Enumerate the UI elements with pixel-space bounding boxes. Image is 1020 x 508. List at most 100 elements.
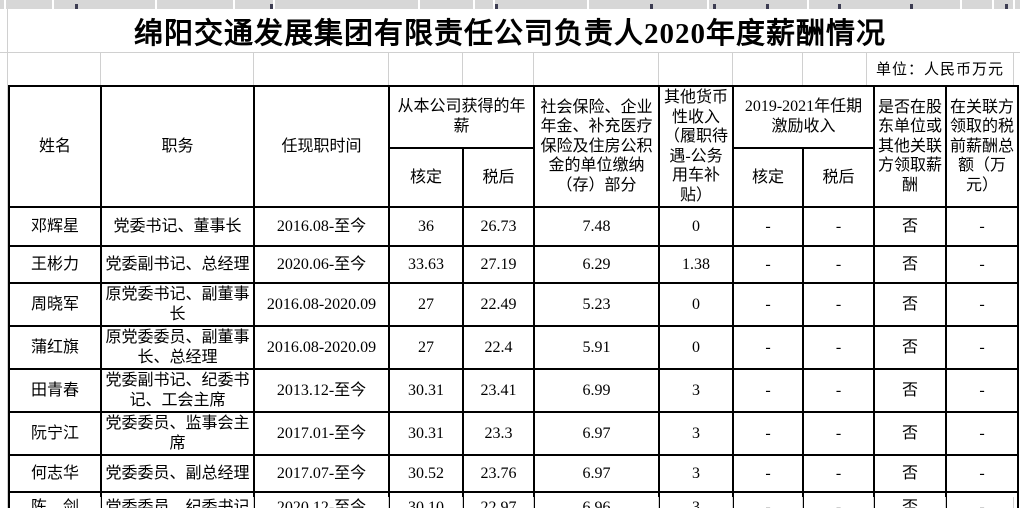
grid-separator [155,0,157,9]
cell-tenure: 2017.01-至今 [253,411,390,457]
cell-incentive-after-tax: - [802,282,876,328]
cell-salary-after-tax: 23.3 [461,411,536,457]
grid-line [802,52,803,85]
header-incentive-group: 2019-2021年任期激励收入 [732,85,876,149]
cell-tenure: 2016.08-2020.09 [253,325,390,371]
cell-salary-approved: 36 [388,206,464,248]
cell-other-income: 1.38 [658,245,735,285]
cell-social-insurance: 5.23 [533,282,661,328]
cell-position: 党委副书记、纪委书记、工会主席 [100,368,255,414]
cell-salary-after-tax: 27.19 [461,245,536,285]
grid-line [100,497,101,508]
cell-incentive-after-tax: - [802,411,876,457]
cell-related-party-amount: - [945,282,1020,328]
cell-related-party-amount: - [945,411,1020,457]
header-salary-after-tax: 税后 [461,146,536,209]
cell-social-insurance: 6.97 [533,411,661,457]
table-row: 陈 剑 党委委员、纪委书记 2020.12-至今 30.10 22.97 6.9… [8,491,1020,508]
grid-separator [4,0,6,9]
grid-line [388,52,389,85]
header-social-insurance: 社会保险、企业年金、补充医疗保险及住房公积金的单位缴纳（存）部分 [533,84,661,209]
cell-salary-approved: 30.31 [388,411,464,457]
cutoff-text-mark [910,4,913,9]
cell-tenure: 2020.12-至今 [253,491,390,508]
header-tenure: 任现职时间 [253,84,390,209]
header-other-income: 其他货币性收入（履职待遇-公务用车补贴） [658,84,735,209]
grid-separator [807,0,809,9]
grid-line [253,497,254,508]
unit-band: 单位：人民币万元 [876,52,1004,85]
cell-other-income: 0 [658,282,735,328]
cell-related-party-amount: - [945,245,1020,285]
cell-salary-after-tax: 22.49 [461,282,536,328]
cell-related-party-paid: 否 [873,491,948,508]
grid-line [0,52,1020,53]
cell-salary-approved: 27 [388,325,464,371]
grid-separator [960,0,962,9]
cell-salary-after-tax: 22.97 [461,491,536,508]
cell-related-party-paid: 否 [873,245,948,285]
header-incentive-approved: 核定 [732,146,805,209]
cell-incentive-approved: - [732,325,805,371]
cutoff-text-mark [75,4,78,9]
cell-salary-after-tax: 23.41 [461,368,536,414]
grid-separator [707,0,709,9]
cell-name: 陈 剑 [8,491,102,508]
cell-related-party-paid: 否 [873,368,948,414]
grid-line [1013,52,1014,85]
cell-tenure: 2017.07-至今 [253,454,390,494]
grid-separator [587,0,589,9]
cell-name: 周晓军 [8,282,102,328]
cell-incentive-after-tax: - [802,325,876,371]
cell-social-insurance: 6.29 [533,245,661,285]
cell-salary-approved: 30.52 [388,454,464,494]
page-title: 绵阳交通发展集团有限责任公司负责人2020年度薪酬情况 [133,17,886,50]
cell-related-party-paid: 否 [873,325,948,371]
cell-incentive-after-tax: - [802,491,876,508]
cell-position: 党委委员、监事会主席 [100,411,255,457]
grid-line [873,497,874,508]
cell-salary-approved: 30.31 [388,368,464,414]
cell-related-party-amount: - [945,325,1020,371]
cell-tenure: 2016.08-2020.09 [253,282,390,328]
cell-incentive-approved: - [732,245,805,285]
cell-position: 党委副书记、总经理 [100,245,255,285]
table-row: 周晓军 原党委书记、副董事长 2016.08-2020.09 27 22.49 … [8,282,1020,328]
grid-line [866,52,867,85]
cell-salary-after-tax: 22.4 [461,325,536,371]
cell-related-party-amount: - [945,206,1020,248]
grid-line [945,497,946,508]
cell-salary-after-tax: 26.73 [461,206,536,248]
grid-separator [473,0,475,9]
cell-position: 党委书记、董事长 [100,206,255,248]
cell-position: 原党委书记、副董事长 [100,282,255,328]
cell-other-income: 3 [658,491,735,508]
grid-separator [233,0,235,9]
header-company-salary-group: 从本公司获得的年薪 [387,85,536,149]
cell-social-insurance: 7.48 [533,206,661,248]
cell-position: 党委委员、纪委书记 [100,491,255,508]
cell-other-income: 0 [658,325,735,371]
cell-name: 田青春 [8,368,102,414]
cutoff-text-mark [270,4,273,9]
table-row: 邓辉星 党委书记、董事长 2016.08-至今 36 26.73 7.48 0 … [8,206,1020,248]
cutoff-text-mark [766,4,769,9]
grid-separator [1013,0,1015,9]
cell-related-party-amount: - [945,454,1020,494]
grid-line [533,52,534,85]
table-row: 蒲红旗 原党委委员、副董事长、总经理 2016.08-2020.09 27 22… [8,325,1020,371]
cell-tenure: 2020.06-至今 [253,245,390,285]
cell-related-party-paid: 否 [873,454,948,494]
header-incentive-after-tax: 税后 [802,146,876,209]
grid-line [658,497,659,508]
header-salary-approved: 核定 [388,146,464,209]
cell-incentive-after-tax: - [802,454,876,494]
cell-incentive-approved: - [732,282,805,328]
table-header: 姓名 职务 任现职时间 从本公司获得的年薪 社会保险、企业年金、补充医疗保险及住… [8,84,1020,209]
cell-incentive-approved: - [732,411,805,457]
table-body: 邓辉星 党委书记、董事长 2016.08-至今 36 26.73 7.48 0 … [8,206,1020,508]
top-grid-strip [0,0,1020,9]
grid-line [253,52,254,85]
grid-line [658,52,659,85]
